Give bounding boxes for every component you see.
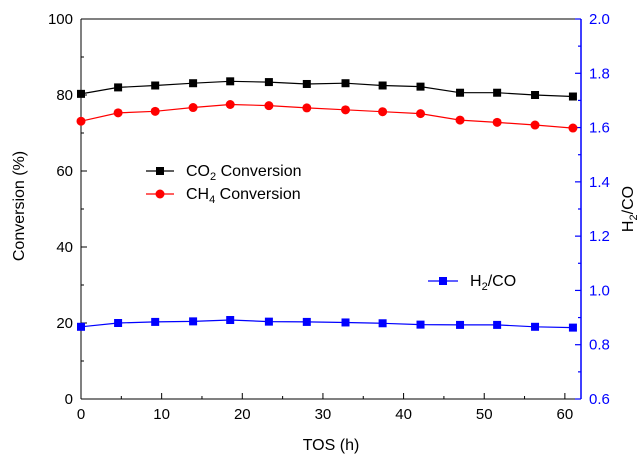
y-left-tick-label: 20 [56,315,73,332]
data-point [226,316,235,325]
legend-marker [155,189,165,199]
data-point [264,78,273,87]
y-axis-left-title: Conversion (%) [11,151,28,261]
legend-label: CH4 Conversion [186,186,301,206]
data-point [378,81,387,90]
data-point [455,115,465,125]
legend-item: CO2 Conversion [146,163,302,183]
data-point [416,82,425,91]
data-point [77,89,85,98]
y-right-tick-label: 0.8 [589,337,610,354]
data-point [530,120,540,130]
data-point [188,103,198,113]
x-tick-label: 0 [77,406,85,423]
data-point [341,79,350,88]
y-left-tick-label: 100 [48,11,73,28]
y-right-tick-label: 1.0 [589,282,610,299]
data-point [76,116,86,126]
y-left-tick-label: 40 [56,239,73,256]
data-point [114,319,123,327]
y-left-tick-label: 60 [56,163,73,180]
y-axis-right: 0.6 0.8 1.0 1.2 1.4 1.6 1.8 2.0 [575,11,610,408]
data-point [456,320,465,329]
data-point [378,107,388,117]
series-line [80,103,573,129]
data-point [341,105,351,115]
legend-item: H2/CO [428,273,516,293]
y-right-tick-label: 1.8 [589,65,610,82]
series-line [80,319,573,329]
data-point [113,108,123,118]
series-line [80,80,573,98]
x-tick-label: 50 [476,406,493,423]
y-right-tick-label: 0.6 [589,391,610,408]
data-point [151,317,160,326]
data-point [150,106,160,116]
data-point [264,101,274,111]
data-point [568,323,577,332]
x-axis: 0 10 20 30 40 50 60 [77,393,573,423]
x-tick-label: 60 [557,406,574,423]
y-left-tick-label: 80 [56,87,73,104]
y-right-tick-label: 1.2 [589,228,610,245]
data-point [189,317,198,326]
data-point [568,123,578,133]
x-tick-label: 30 [315,406,332,423]
data-point [77,322,85,331]
legend-label: H2/CO [470,273,516,293]
data-point [302,79,311,88]
data-point [493,320,502,329]
y-right-tick-label: 1.4 [589,174,610,191]
y-left-tick-label: 0 [65,391,73,408]
data-point [416,109,426,119]
series-0 [77,77,577,101]
data-point [225,100,235,109]
x-axis-title: TOS (h) [303,437,360,454]
data-point [492,117,502,127]
legend-marker [439,277,447,285]
plot-frame [80,18,582,400]
data-point [226,77,235,86]
series-layer [76,77,578,332]
data-point [302,103,312,113]
series-2 [77,316,577,332]
data-point [189,79,198,88]
x-tick-label: 40 [395,406,412,423]
y-right-tick-label: 2.0 [589,11,610,28]
legend: CO2 Conversion CH4 Conversion H2/CO [146,163,516,293]
legend-label: CO2 Conversion [186,163,302,183]
legend-marker [156,167,164,175]
x-tick-label: 20 [234,406,251,423]
data-point [531,322,540,331]
series-1 [76,100,578,133]
data-point [493,88,502,97]
data-point [568,92,577,101]
legend-item: CH4 Conversion [146,186,301,206]
data-point [151,81,160,90]
y-axis-right-title: H2/CO [620,186,640,232]
y-right-tick-label: 1.6 [589,120,610,137]
data-point [302,317,311,326]
x-tick-label: 10 [153,406,170,423]
data-point [378,319,387,328]
data-point [264,317,273,326]
data-point [114,83,123,92]
data-point [416,320,425,329]
data-point [456,88,465,97]
data-point [531,91,540,99]
data-point [341,318,350,327]
y-axis-left: 0 20 40 60 80 100 [48,11,87,408]
